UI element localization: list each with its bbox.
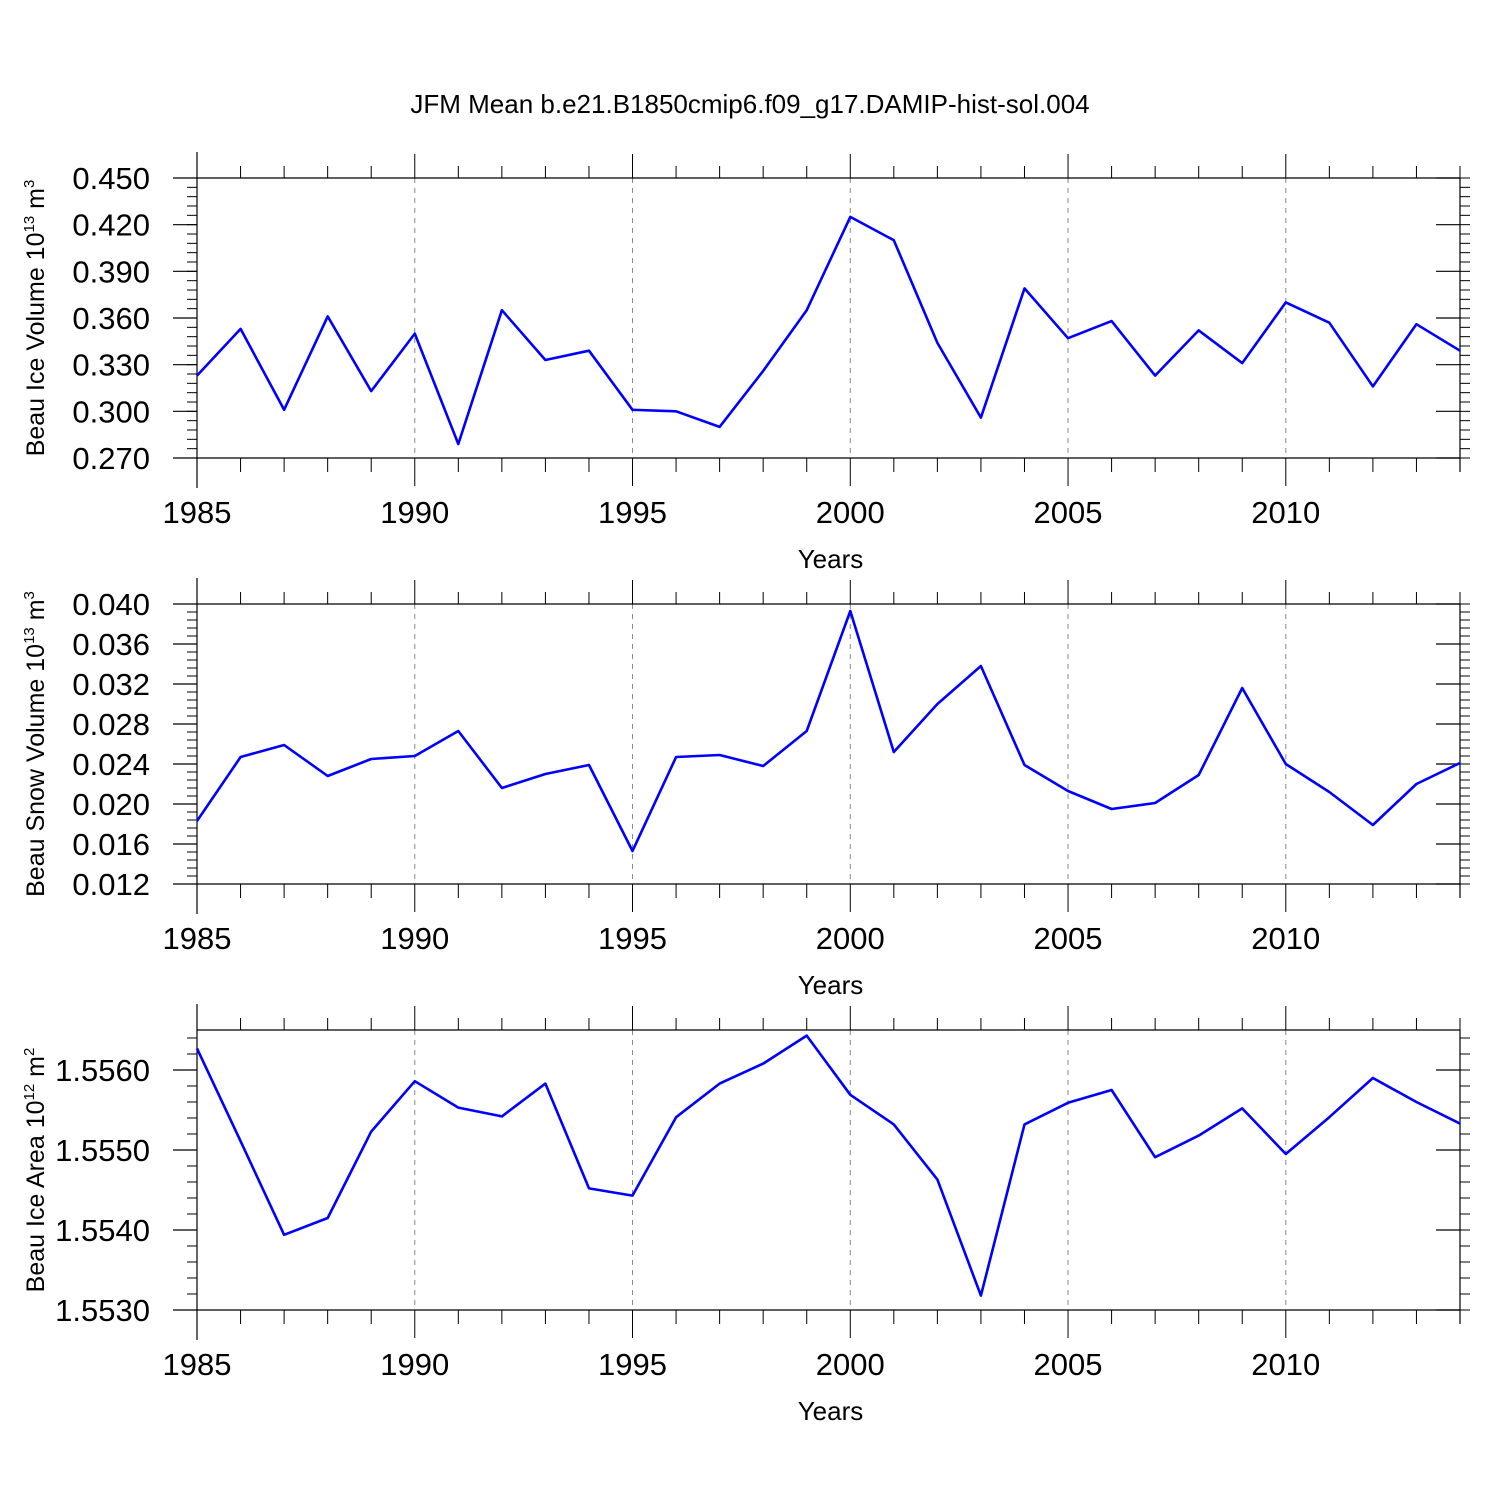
y-axis-title: Beau Snow Volume 1013 m3: [21, 591, 50, 897]
y-tick-label-0.040: 0.040: [72, 587, 150, 622]
y-tick-label-0.330: 0.330: [72, 348, 150, 383]
y-tick-label-1.5560: 1.5560: [55, 1053, 150, 1088]
x-tick-label-2005: 2005: [1034, 921, 1103, 956]
y-tick-label-0.036: 0.036: [72, 627, 150, 662]
x-tick-label-1985: 1985: [163, 495, 232, 530]
chart-panel-2: 0.012 0.016 0.020 0.024 0.028 0.032 0.036 0.040…: [21, 578, 1470, 1000]
y-tick-label-0.024: 0.024: [72, 747, 150, 782]
series-line: [196, 215, 1461, 446]
x-tick-label-1995: 1995: [598, 1347, 667, 1382]
y-tick-label-1.5530: 1.5530: [55, 1293, 150, 1328]
y-tick-label-0.012: 0.012: [72, 867, 150, 902]
series-line: [195, 609, 1461, 853]
y-tick-label-0.450: 0.450: [72, 161, 150, 196]
y-axis-title-main: Beau Snow Volume 10: [22, 644, 50, 897]
x-tick-label-2000: 2000: [816, 495, 885, 530]
x-tick-label-2005: 2005: [1034, 495, 1103, 530]
y-tick-label-1.5540: 1.5540: [55, 1213, 150, 1248]
y-axis-title-main: Beau Ice Volume 10: [22, 233, 50, 457]
x-tick-label-1990: 1990: [380, 921, 449, 956]
y-tick-label-1.5550: 1.5550: [55, 1133, 150, 1168]
y-axis-title: Beau Ice Area 1012 m2: [21, 1048, 50, 1293]
x-tick-label-1995: 1995: [598, 921, 667, 956]
y-tick-label-0.020: 0.020: [72, 787, 150, 822]
x-axis-title: Years: [798, 970, 864, 1000]
y-tick-label-0.016: 0.016: [72, 827, 150, 862]
y-axis-title-unit-exponent: 3: [21, 180, 38, 188]
y-axis-title-unit: m: [22, 599, 50, 627]
y-axis-title: Beau Ice Volume 1013 m3: [21, 180, 50, 457]
chart-panel-3: 1.5530 1.5540 1.5550 1.5560 1985 1990 1995 2000…: [21, 1004, 1470, 1426]
chart-panel-1: 0.270 0.300 0.330 0.360 0.390 0.420 0.450 1985 1…: [21, 152, 1470, 574]
y-tick-label-0.028: 0.028: [72, 707, 150, 742]
x-tick-label-2005: 2005: [1034, 1347, 1103, 1382]
y-axis-title-main: Beau Ice Area 10: [22, 1101, 50, 1293]
x-tick-label-1995: 1995: [598, 495, 667, 530]
y-axis-title-unit-exponent: 3: [21, 591, 38, 599]
figure-title: JFM Mean b.e21.B1850cmip6.f09_g17.DAMIP-…: [410, 89, 1089, 119]
x-axis-title: Years: [798, 544, 864, 574]
x-tick-label-2000: 2000: [816, 921, 885, 956]
y-tick-label-0.032: 0.032: [72, 667, 150, 702]
y-tick-label-0.300: 0.300: [72, 394, 150, 429]
x-axis-title: Years: [798, 1396, 864, 1426]
y-axis-title-unit-exponent: 2: [21, 1048, 38, 1056]
y-tick-label-0.270: 0.270: [72, 441, 150, 476]
y-axis-title-exponent: 13: [21, 627, 38, 644]
y-axis-title-exponent: 12: [21, 1084, 38, 1101]
x-tick-label-2000: 2000: [816, 1347, 885, 1382]
y-axis-title-unit: m: [22, 1056, 50, 1084]
y-axis-title-unit: m: [22, 188, 50, 216]
x-tick-label-1985: 1985: [163, 1347, 232, 1382]
x-tick-label-1990: 1990: [380, 495, 449, 530]
x-tick-label-1985: 1985: [163, 921, 232, 956]
x-tick-label-2010: 2010: [1251, 1347, 1320, 1382]
y-tick-label-0.360: 0.360: [72, 301, 150, 336]
x-tick-label-2010: 2010: [1251, 495, 1320, 530]
y-tick-label-0.420: 0.420: [72, 208, 150, 243]
x-tick-label-2010: 2010: [1251, 921, 1320, 956]
y-tick-label-0.390: 0.390: [72, 254, 150, 289]
series-line: [195, 1034, 1461, 1297]
x-tick-label-1990: 1990: [380, 1347, 449, 1382]
y-axis-title-exponent: 13: [21, 216, 38, 233]
